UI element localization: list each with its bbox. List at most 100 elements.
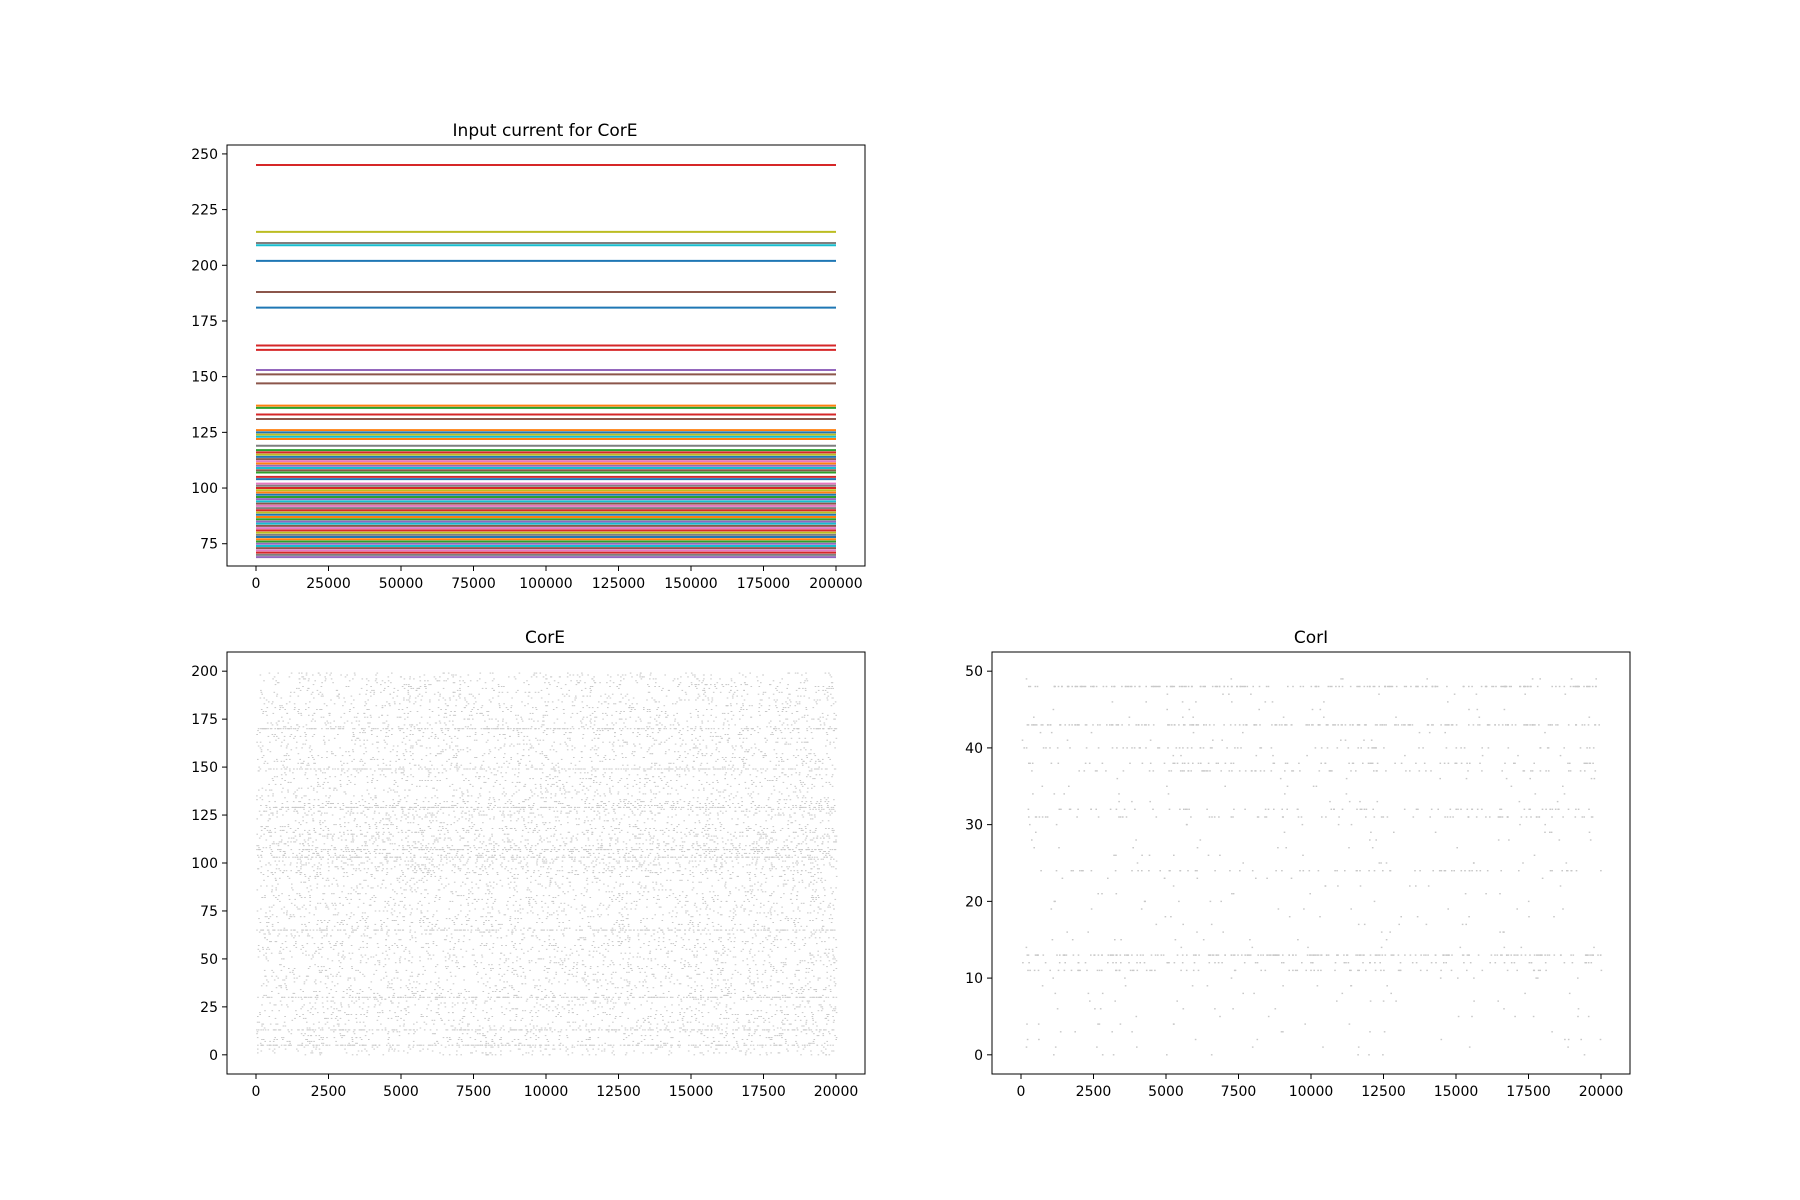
spike-mark	[671, 996, 674, 998]
spike-mark	[362, 1002, 365, 1004]
spike-mark	[307, 1040, 309, 1042]
spike-mark	[832, 1008, 835, 1010]
spike-mark	[558, 906, 560, 908]
spike-mark	[821, 1008, 824, 1010]
spike-mark	[448, 958, 450, 960]
spike-mark	[755, 935, 757, 937]
spike-mark	[363, 935, 366, 937]
spike-mark	[519, 908, 522, 910]
spike-mark	[769, 895, 771, 897]
spike-mark	[403, 889, 405, 891]
spike-mark	[549, 929, 551, 931]
spike-mark	[582, 979, 585, 981]
spike-mark	[647, 891, 650, 893]
spike-mark	[414, 1004, 416, 1006]
spike-mark	[257, 1044, 259, 1046]
spike-mark	[392, 889, 394, 891]
spike-mark	[743, 931, 746, 933]
spike-mark	[809, 954, 811, 956]
spike-mark	[530, 1046, 532, 1048]
spike-mark	[503, 973, 506, 975]
spike-mark	[615, 1016, 617, 1017]
spike-mark	[598, 904, 601, 906]
spike-mark	[422, 973, 424, 975]
spike-mark	[581, 948, 583, 950]
spike-mark	[616, 897, 619, 898]
spike-mark	[433, 1033, 435, 1035]
spike-mark	[273, 1004, 276, 1006]
spike-mark	[523, 927, 525, 929]
spike-mark	[544, 1044, 547, 1046]
spike-mark	[291, 887, 293, 889]
spike-mark	[409, 1029, 412, 1031]
spike-mark	[319, 948, 322, 950]
spike-mark	[410, 922, 413, 923]
spike-mark	[762, 996, 765, 998]
spike-mark	[345, 914, 348, 916]
spike-mark	[555, 874, 557, 875]
spike-mark	[620, 943, 622, 945]
spike-mark	[554, 881, 557, 883]
spike-mark	[595, 950, 598, 952]
spike-mark	[477, 887, 480, 889]
spike-mark	[275, 897, 277, 898]
spike-mark	[549, 929, 552, 931]
spike-mark	[596, 966, 599, 968]
spike-mark	[810, 881, 812, 883]
spike-mark	[635, 987, 638, 989]
spike-mark	[576, 1014, 579, 1015]
spike-mark	[519, 958, 521, 960]
spike-mark	[462, 1002, 464, 1004]
spike-mark	[393, 992, 396, 994]
spike-mark	[296, 977, 298, 979]
spike-mark	[655, 948, 658, 950]
spike-mark	[780, 969, 782, 971]
spike-mark	[571, 870, 574, 872]
spike-mark	[395, 969, 398, 971]
spike-mark	[513, 946, 515, 948]
spike-mark	[653, 933, 655, 935]
spike-mark	[680, 962, 682, 964]
spike-mark	[443, 1002, 446, 1004]
spike-mark	[681, 891, 684, 893]
spike-mark	[608, 1025, 611, 1027]
spike-mark	[734, 969, 737, 971]
spike-mark	[676, 912, 678, 914]
spike-mark	[725, 994, 727, 996]
spike-mark	[479, 1029, 482, 1031]
spike-mark	[649, 1023, 652, 1025]
spike-mark	[422, 920, 424, 921]
spike-mark	[742, 948, 744, 950]
spike-mark	[541, 922, 544, 923]
spike-mark	[295, 1010, 297, 1012]
spike-mark	[481, 954, 483, 956]
spike-mark	[646, 898, 648, 900]
spike-mark	[485, 1042, 487, 1044]
spike-mark	[734, 900, 736, 902]
spike-mark	[766, 1054, 768, 1056]
spike-mark	[627, 941, 630, 943]
spike-mark	[290, 1033, 293, 1035]
spike-mark	[565, 1046, 567, 1048]
spike-mark	[706, 923, 709, 925]
spike-mark	[568, 1004, 570, 1006]
spike-mark	[786, 929, 789, 931]
spike-mark	[635, 900, 638, 902]
spike-mark	[521, 1017, 524, 1019]
spike-mark	[393, 952, 396, 954]
spike-mark	[387, 935, 390, 937]
spike-mark	[262, 946, 264, 948]
spike-mark	[305, 1039, 307, 1040]
input-current-x-tick-label: 150000	[664, 576, 717, 592]
spike-mark	[660, 1014, 662, 1015]
spike-mark	[817, 977, 820, 979]
spike-mark	[770, 943, 773, 945]
spike-mark	[658, 889, 660, 891]
spike-mark	[403, 1023, 405, 1025]
spike-mark	[669, 981, 672, 983]
spike-mark	[485, 1037, 487, 1039]
spike-mark	[455, 929, 457, 931]
spike-mark	[679, 870, 681, 872]
spike-mark	[394, 902, 397, 904]
spike-mark	[283, 927, 286, 929]
